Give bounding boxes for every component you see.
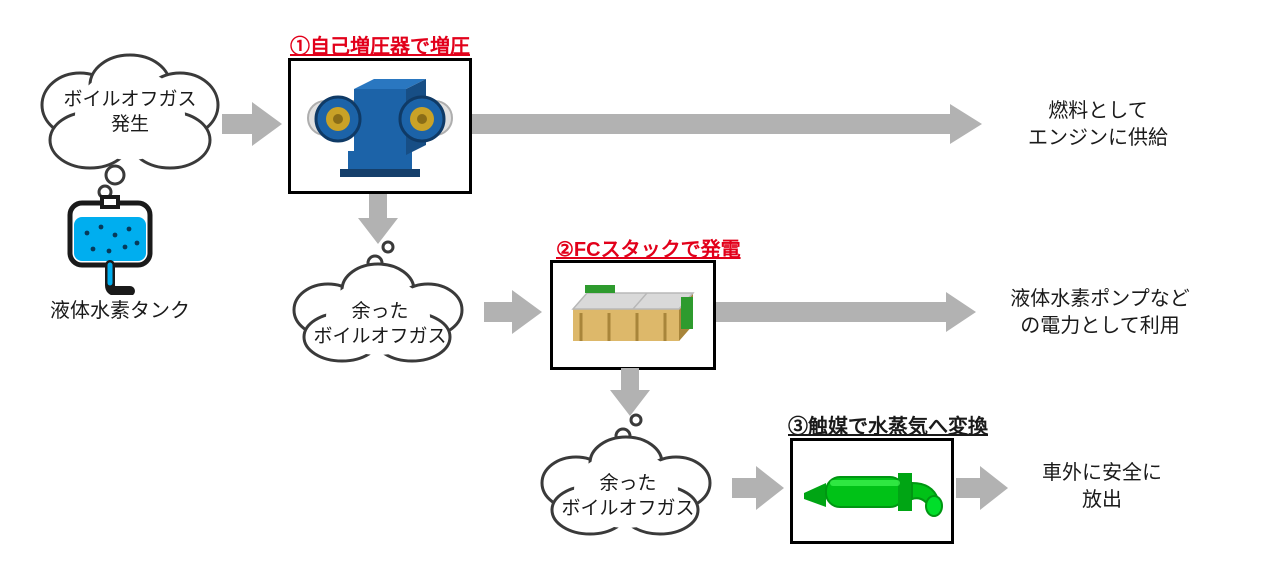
out2-line2: の電力として利用 bbox=[1020, 315, 1179, 337]
step3-title: ③触媒で水蒸気へ変換 bbox=[788, 410, 988, 439]
out3-line2: 放出 bbox=[1082, 489, 1122, 511]
out3-line1: 車外に安全に bbox=[1042, 462, 1162, 484]
self-pressurizer-icon bbox=[300, 71, 460, 181]
step2-title: ②FCスタックで発電 bbox=[556, 233, 741, 262]
step3-box bbox=[790, 438, 954, 544]
hydrogen-tank-icon bbox=[55, 195, 175, 295]
cloud-bot-line1: 余った bbox=[599, 473, 656, 494]
out1-line1: 燃料として bbox=[1048, 100, 1147, 122]
step1-box bbox=[288, 58, 472, 194]
cloud-mid-line2: ボイルオフガス bbox=[313, 326, 446, 347]
step1-title: ①自己増圧器で増圧 bbox=[290, 30, 470, 59]
tank-label: 液体水素タンク bbox=[40, 298, 200, 325]
cloud-top-line2: 発生 bbox=[111, 114, 149, 135]
out1-line2: エンジンに供給 bbox=[1028, 127, 1168, 149]
cloud-bot-line2: ボイルオフガス bbox=[561, 498, 694, 519]
step2-box bbox=[550, 260, 716, 370]
arrow-to-step2 bbox=[484, 290, 542, 334]
arrow-step3-to-release bbox=[956, 466, 1008, 510]
arrow-step2-to-pump bbox=[716, 292, 976, 332]
catalyst-icon bbox=[800, 449, 944, 533]
cloud-top-line1: ボイルオフガス bbox=[63, 89, 196, 110]
fc-stack-icon bbox=[561, 271, 705, 359]
cloud-mid-line1: 余った bbox=[351, 301, 408, 322]
arrow-to-step3 bbox=[732, 466, 784, 510]
arrow-step1-to-engine bbox=[472, 104, 982, 144]
out2-line1: 液体水素ポンプなど bbox=[1010, 288, 1189, 310]
arrow-to-step1 bbox=[222, 102, 282, 146]
